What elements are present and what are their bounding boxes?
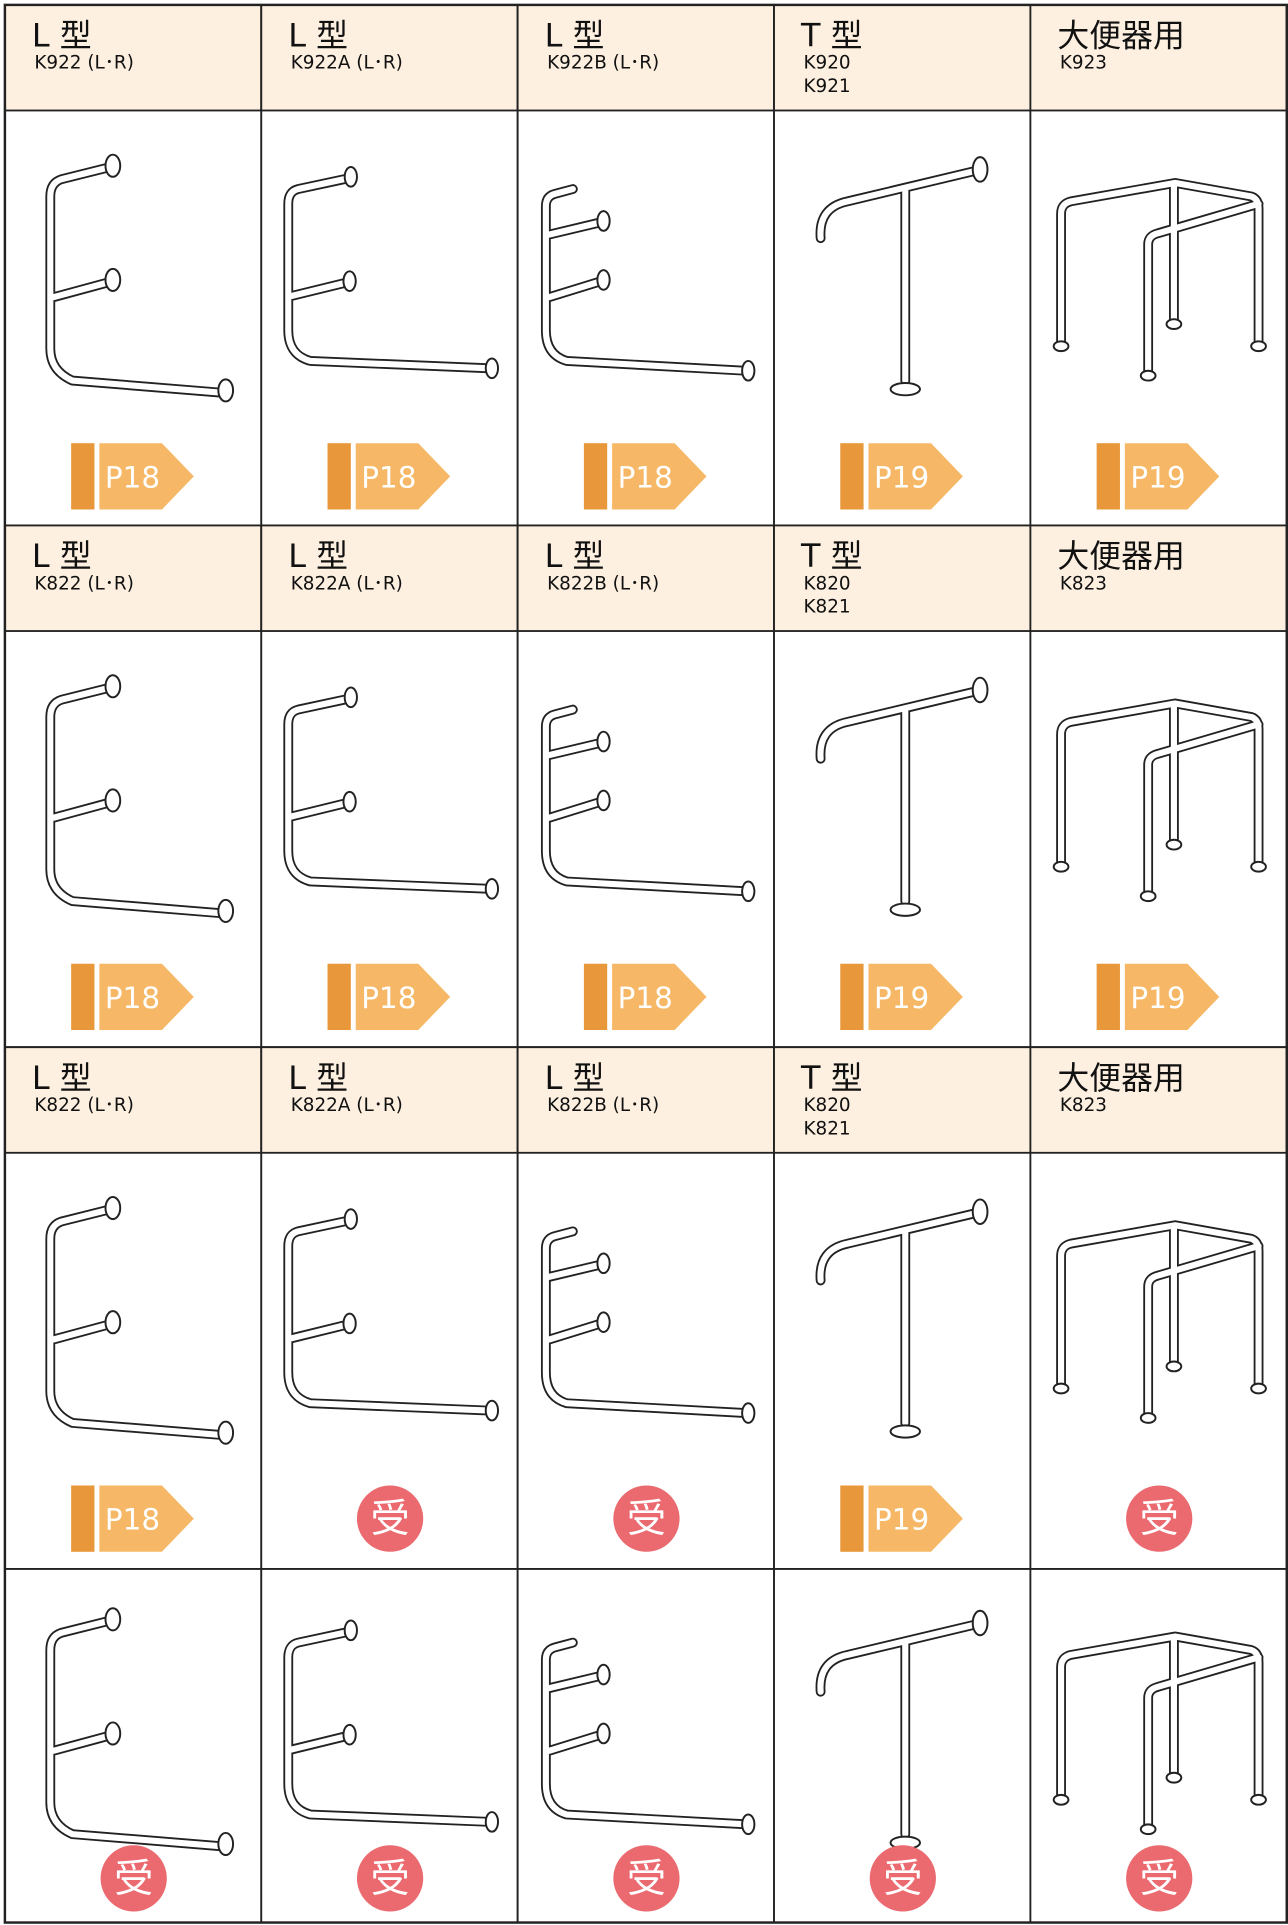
badge-circle [869, 1845, 936, 1912]
badge-label: P19 [874, 1503, 929, 1537]
badge-bar [583, 963, 608, 1031]
cell-header [516, 524, 775, 632]
product-type: 大便器用 [1057, 537, 1185, 575]
badge-label: P19 [1130, 981, 1185, 1015]
badge-circle [613, 1485, 680, 1552]
product-type: L 型 [545, 537, 605, 575]
model-code: K821 [803, 597, 850, 618]
badge-arrow [868, 963, 963, 1031]
cell-header [3, 1046, 263, 1154]
product-type: L 型 [32, 17, 92, 55]
badge-label: 受 [883, 1857, 922, 1902]
badge-bar [71, 1485, 95, 1552]
model-code: K823 [1060, 1095, 1107, 1116]
badge-arrow [99, 963, 194, 1031]
model-code: K822 (L･R) [34, 1095, 134, 1116]
badge-bar [1096, 963, 1120, 1031]
badge-bar [583, 443, 608, 510]
badge-label: P19 [1130, 460, 1185, 494]
badge-label: P19 [874, 460, 929, 494]
product-type: L 型 [288, 1059, 348, 1097]
badge-label: P18 [361, 460, 416, 494]
badge-circle [613, 1845, 680, 1912]
cell-header [1029, 1046, 1288, 1154]
badge-bar [1096, 443, 1120, 510]
badge-bar [327, 963, 351, 1031]
badge-arrow [355, 443, 451, 510]
badge-bar [71, 963, 95, 1031]
badge-label: P18 [105, 1503, 160, 1537]
product-type: 大便器用 [1057, 1059, 1185, 1097]
model-code: K922A (L･R) [291, 53, 403, 74]
product-type: L 型 [545, 1059, 605, 1097]
badge-label: P19 [874, 981, 929, 1015]
badge-label: P18 [618, 981, 673, 1015]
product-type: 大便器用 [1057, 17, 1185, 55]
badge-bar [327, 443, 351, 510]
badge-label: 受 [1140, 1497, 1179, 1542]
badge-arrow [1124, 443, 1220, 510]
product-type: T 型 [800, 1059, 862, 1097]
model-code: K820 [803, 1095, 850, 1116]
model-code: K820 [803, 573, 850, 594]
badge-label: P18 [618, 460, 673, 494]
badge-label: P18 [361, 981, 416, 1015]
badge-arrow [868, 443, 963, 510]
badge-label: 受 [114, 1857, 153, 1902]
cell-header [516, 1046, 775, 1154]
model-code: K922 (L･R) [34, 53, 134, 74]
badge-arrow [612, 443, 707, 510]
badge-label: 受 [627, 1497, 666, 1542]
model-code: K821 [803, 1118, 850, 1139]
model-code: K923 [1060, 53, 1107, 74]
cell-header [3, 3, 263, 112]
badge-arrow [868, 1485, 963, 1552]
badge-circle [100, 1845, 167, 1912]
cell-header [3, 524, 263, 632]
outer-border [3, 3, 1288, 1924]
badge-label: P18 [105, 981, 160, 1015]
model-code: K822B (L･R) [547, 573, 659, 594]
product-type: L 型 [288, 17, 348, 55]
badge-arrow [612, 963, 707, 1031]
model-code: K921 [803, 76, 850, 97]
badge-label: P18 [105, 460, 160, 494]
cell-header [1029, 524, 1288, 632]
badge-label: 受 [1140, 1857, 1179, 1902]
badge-arrow [99, 443, 194, 510]
badge-arrow [99, 1485, 194, 1552]
badge-label: 受 [627, 1857, 666, 1902]
model-code: K822A (L･R) [291, 573, 403, 594]
model-code: K822B (L･R) [547, 1095, 659, 1116]
badge-arrow [1124, 963, 1220, 1031]
cell-header [260, 1046, 519, 1154]
badge-bar [840, 443, 864, 510]
product-type: L 型 [545, 17, 605, 55]
model-code: K823 [1060, 573, 1107, 594]
badge-bar [71, 443, 95, 510]
model-code: K920 [803, 53, 850, 74]
badge-circle [1126, 1845, 1193, 1912]
product-type: L 型 [32, 1059, 92, 1097]
badge-circle [1126, 1485, 1193, 1552]
cell-header [773, 524, 1032, 632]
badge-label: 受 [370, 1497, 409, 1542]
product-type: T 型 [800, 537, 862, 575]
product-type: L 型 [32, 537, 92, 575]
badge-arrow [355, 963, 451, 1031]
model-code: K822 (L･R) [34, 573, 134, 594]
badge-label: 受 [370, 1857, 409, 1902]
product-type: L 型 [288, 537, 348, 575]
badge-bar [840, 1485, 864, 1552]
badge-circle [356, 1485, 424, 1552]
model-code: K922B (L･R) [547, 53, 659, 74]
cell-header [1029, 3, 1288, 112]
badge-bar [840, 963, 864, 1031]
product-type: T 型 [800, 17, 862, 55]
badge-circle [356, 1845, 424, 1912]
cell-header [260, 524, 519, 632]
model-code: K822A (L･R) [291, 1095, 403, 1116]
